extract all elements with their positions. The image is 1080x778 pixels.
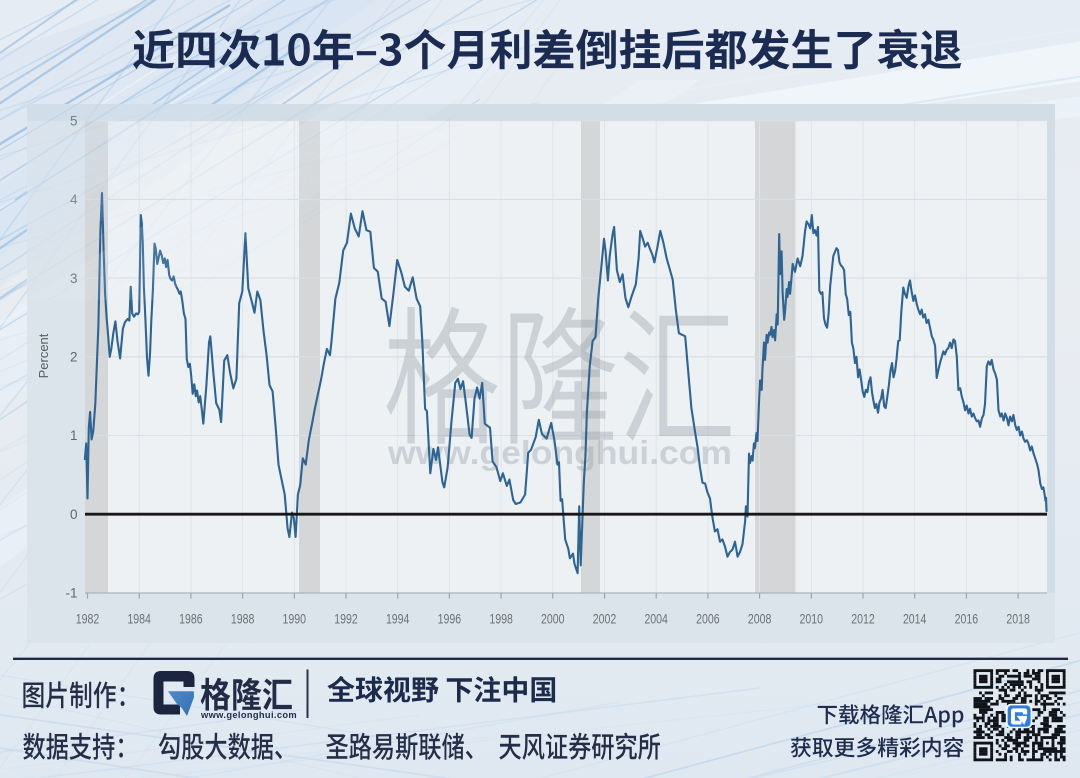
svg-text:2: 2 [70,350,78,365]
svg-text:2006: 2006 [696,612,720,627]
svg-text:5: 5 [70,113,78,128]
svg-text:-1: -1 [65,586,77,601]
svg-text:0: 0 [70,507,78,522]
svg-text:2010: 2010 [800,612,824,627]
svg-text:2008: 2008 [748,612,772,627]
svg-text:3: 3 [70,271,78,286]
svg-text:1: 1 [70,428,78,443]
svg-text:2000: 2000 [541,612,565,627]
svg-text:2002: 2002 [593,612,617,627]
svg-text:2012: 2012 [851,612,875,627]
svg-text:4: 4 [70,192,78,207]
svg-text:1982: 1982 [76,612,100,627]
svg-text:2018: 2018 [1006,612,1030,627]
svg-text:Percent: Percent [36,333,51,378]
svg-text:2004: 2004 [644,612,668,627]
svg-text:1998: 1998 [489,612,513,627]
svg-text:1986: 1986 [179,612,203,627]
svg-text:1988: 1988 [231,612,255,627]
svg-text:1990: 1990 [283,612,307,627]
svg-text:1994: 1994 [386,612,410,627]
svg-text:1996: 1996 [438,612,462,627]
svg-text:1984: 1984 [127,612,151,627]
svg-text:1992: 1992 [334,612,358,627]
svg-text:2014: 2014 [903,612,927,627]
svg-text:www.gelonghui.com: www.gelonghui.com [200,710,297,720]
svg-text:2016: 2016 [955,612,979,627]
